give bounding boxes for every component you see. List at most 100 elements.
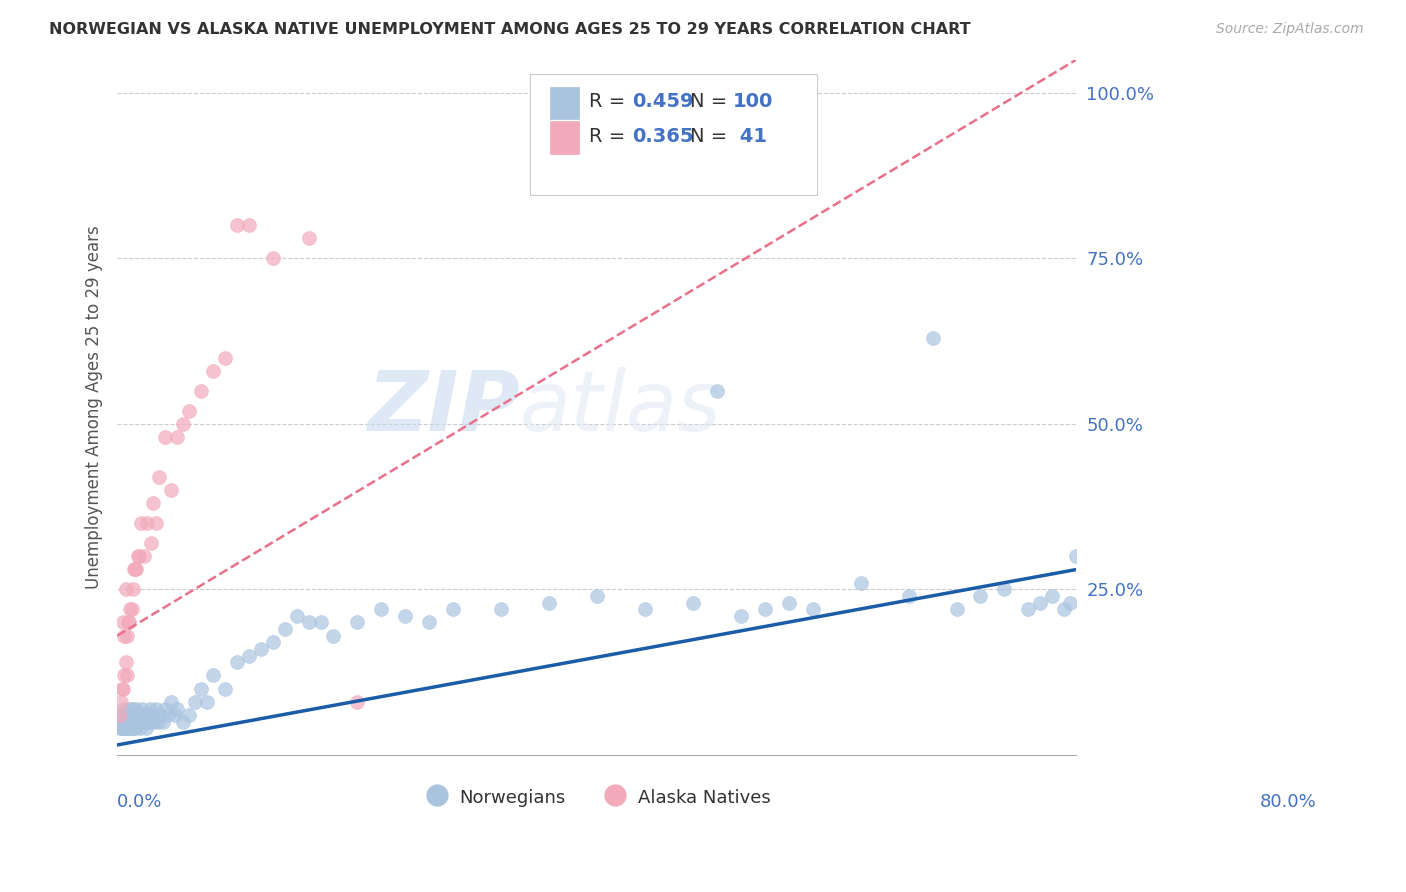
Point xyxy=(125,562,148,576)
Point xyxy=(132,708,155,723)
Point xyxy=(1066,549,1088,564)
Point xyxy=(115,668,138,682)
Point xyxy=(250,642,273,657)
Point xyxy=(129,714,152,729)
Point xyxy=(124,562,146,576)
Point xyxy=(121,602,143,616)
Point xyxy=(115,714,138,729)
Point xyxy=(441,602,464,616)
Point xyxy=(149,708,172,723)
Point xyxy=(195,695,218,709)
Point xyxy=(112,714,135,729)
Point xyxy=(112,714,135,729)
Point xyxy=(122,562,145,576)
Point xyxy=(537,596,560,610)
Point xyxy=(122,722,145,736)
Point xyxy=(120,722,142,736)
Point xyxy=(145,701,167,715)
FancyBboxPatch shape xyxy=(550,87,579,120)
Point xyxy=(214,681,236,696)
Point xyxy=(153,430,176,444)
Point xyxy=(118,722,141,736)
Point xyxy=(1053,602,1076,616)
Point xyxy=(111,708,134,723)
Point xyxy=(114,582,136,597)
Point xyxy=(163,708,186,723)
Point xyxy=(112,629,135,643)
Point xyxy=(135,722,157,736)
Point xyxy=(238,218,260,232)
Y-axis label: Unemployment Among Ages 25 to 29 years: Unemployment Among Ages 25 to 29 years xyxy=(86,226,103,589)
Point xyxy=(152,714,174,729)
Point xyxy=(112,681,135,696)
Point xyxy=(298,231,321,245)
Point xyxy=(1042,589,1064,603)
Point xyxy=(370,602,392,616)
Text: 41: 41 xyxy=(733,127,768,145)
Point xyxy=(141,708,163,723)
Text: R =: R = xyxy=(589,127,631,145)
Text: 100: 100 xyxy=(733,92,773,111)
FancyBboxPatch shape xyxy=(530,73,817,195)
Point xyxy=(172,714,194,729)
Point xyxy=(124,708,146,723)
Text: 0.365: 0.365 xyxy=(633,127,693,145)
Point xyxy=(172,417,194,431)
Point xyxy=(706,384,728,398)
Point xyxy=(131,701,153,715)
Point xyxy=(145,516,167,530)
Point xyxy=(114,655,136,669)
Point xyxy=(112,615,135,630)
Point xyxy=(114,714,136,729)
Point xyxy=(190,681,212,696)
Legend: Norwegians, Alaska Natives: Norwegians, Alaska Natives xyxy=(416,779,778,815)
Point xyxy=(418,615,440,630)
Point xyxy=(110,714,132,729)
Point xyxy=(125,701,148,715)
Point xyxy=(112,722,135,736)
Point xyxy=(134,714,156,729)
Point xyxy=(120,602,142,616)
Point xyxy=(110,695,132,709)
Point xyxy=(139,536,162,550)
Point xyxy=(1017,602,1039,616)
Point xyxy=(117,615,139,630)
Point xyxy=(730,608,752,623)
Point xyxy=(142,496,165,510)
Point xyxy=(117,714,139,729)
Point xyxy=(129,722,152,736)
Point xyxy=(121,701,143,715)
Point xyxy=(585,589,607,603)
Point xyxy=(122,708,145,723)
Text: Source: ZipAtlas.com: Source: ZipAtlas.com xyxy=(1216,22,1364,37)
Point xyxy=(160,483,183,497)
Text: 0.0%: 0.0% xyxy=(117,793,163,811)
Point xyxy=(112,722,135,736)
Text: NORWEGIAN VS ALASKA NATIVE UNEMPLOYMENT AMONG AGES 25 TO 29 YEARS CORRELATION CH: NORWEGIAN VS ALASKA NATIVE UNEMPLOYMENT … xyxy=(49,22,970,37)
Point xyxy=(274,622,297,636)
Point xyxy=(121,708,143,723)
Point xyxy=(801,602,824,616)
Point xyxy=(117,708,139,723)
Text: N =: N = xyxy=(690,127,734,145)
Point xyxy=(945,602,967,616)
Point xyxy=(114,708,136,723)
Point xyxy=(262,252,284,266)
Point xyxy=(117,722,139,736)
Point xyxy=(166,701,188,715)
Point xyxy=(138,701,160,715)
Point xyxy=(127,549,149,564)
Point xyxy=(118,708,141,723)
Point xyxy=(121,582,143,597)
Point xyxy=(156,708,179,723)
Point xyxy=(129,516,152,530)
Point xyxy=(136,516,159,530)
Point xyxy=(111,681,134,696)
Point xyxy=(202,364,225,378)
Point xyxy=(322,629,344,643)
Point xyxy=(489,602,512,616)
Point xyxy=(394,608,416,623)
Point xyxy=(111,722,134,736)
Point xyxy=(142,714,165,729)
Point xyxy=(128,549,150,564)
